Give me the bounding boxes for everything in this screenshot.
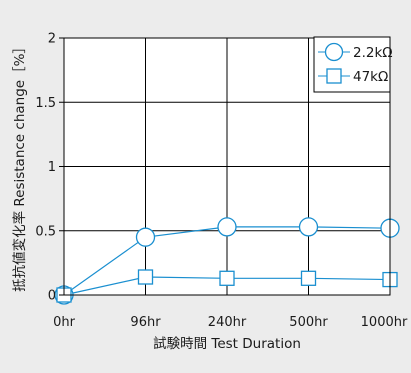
x-tick-label: 96hr	[130, 315, 161, 330]
y-tick-label: 0	[48, 289, 56, 304]
legend: 2.2kΩ 47kΩ	[313, 36, 393, 93]
data-point-2-2k	[135, 227, 156, 247]
data-point-2-2k	[217, 217, 237, 237]
x-tick-label: 500hr	[289, 315, 328, 330]
x-axis-title: 試験時間 Test Duration	[153, 336, 301, 352]
y-tick-label: 1.5	[35, 96, 56, 111]
legend-square-marker	[326, 68, 342, 84]
data-point-47k	[219, 270, 235, 286]
y-tick-label: 0.5	[35, 224, 56, 239]
x-tick-labels: 0hr 96hr 240hr 500hr 1000hr	[53, 315, 408, 330]
x-tick-label: 1000hr	[361, 315, 408, 330]
legend-label-2-2k: 2.2kΩ	[353, 45, 393, 61]
y-axis-title: 抵抗値変化率 Resistance change［%］	[11, 40, 28, 292]
x-tick-label: 0hr	[53, 315, 76, 330]
legend-label-47k: 47kΩ	[353, 69, 388, 85]
y-tick-labels: 0 0.5 1 1.5 2	[35, 32, 64, 304]
y-tick-label: 1	[48, 160, 56, 175]
legend-circle-marker	[324, 42, 344, 62]
data-point-2-2k	[298, 217, 319, 237]
y-tick-label: 2	[48, 32, 56, 47]
data-point-47k	[300, 270, 317, 286]
x-tick-label: 240hr	[208, 315, 247, 330]
data-point-47k	[137, 269, 154, 285]
